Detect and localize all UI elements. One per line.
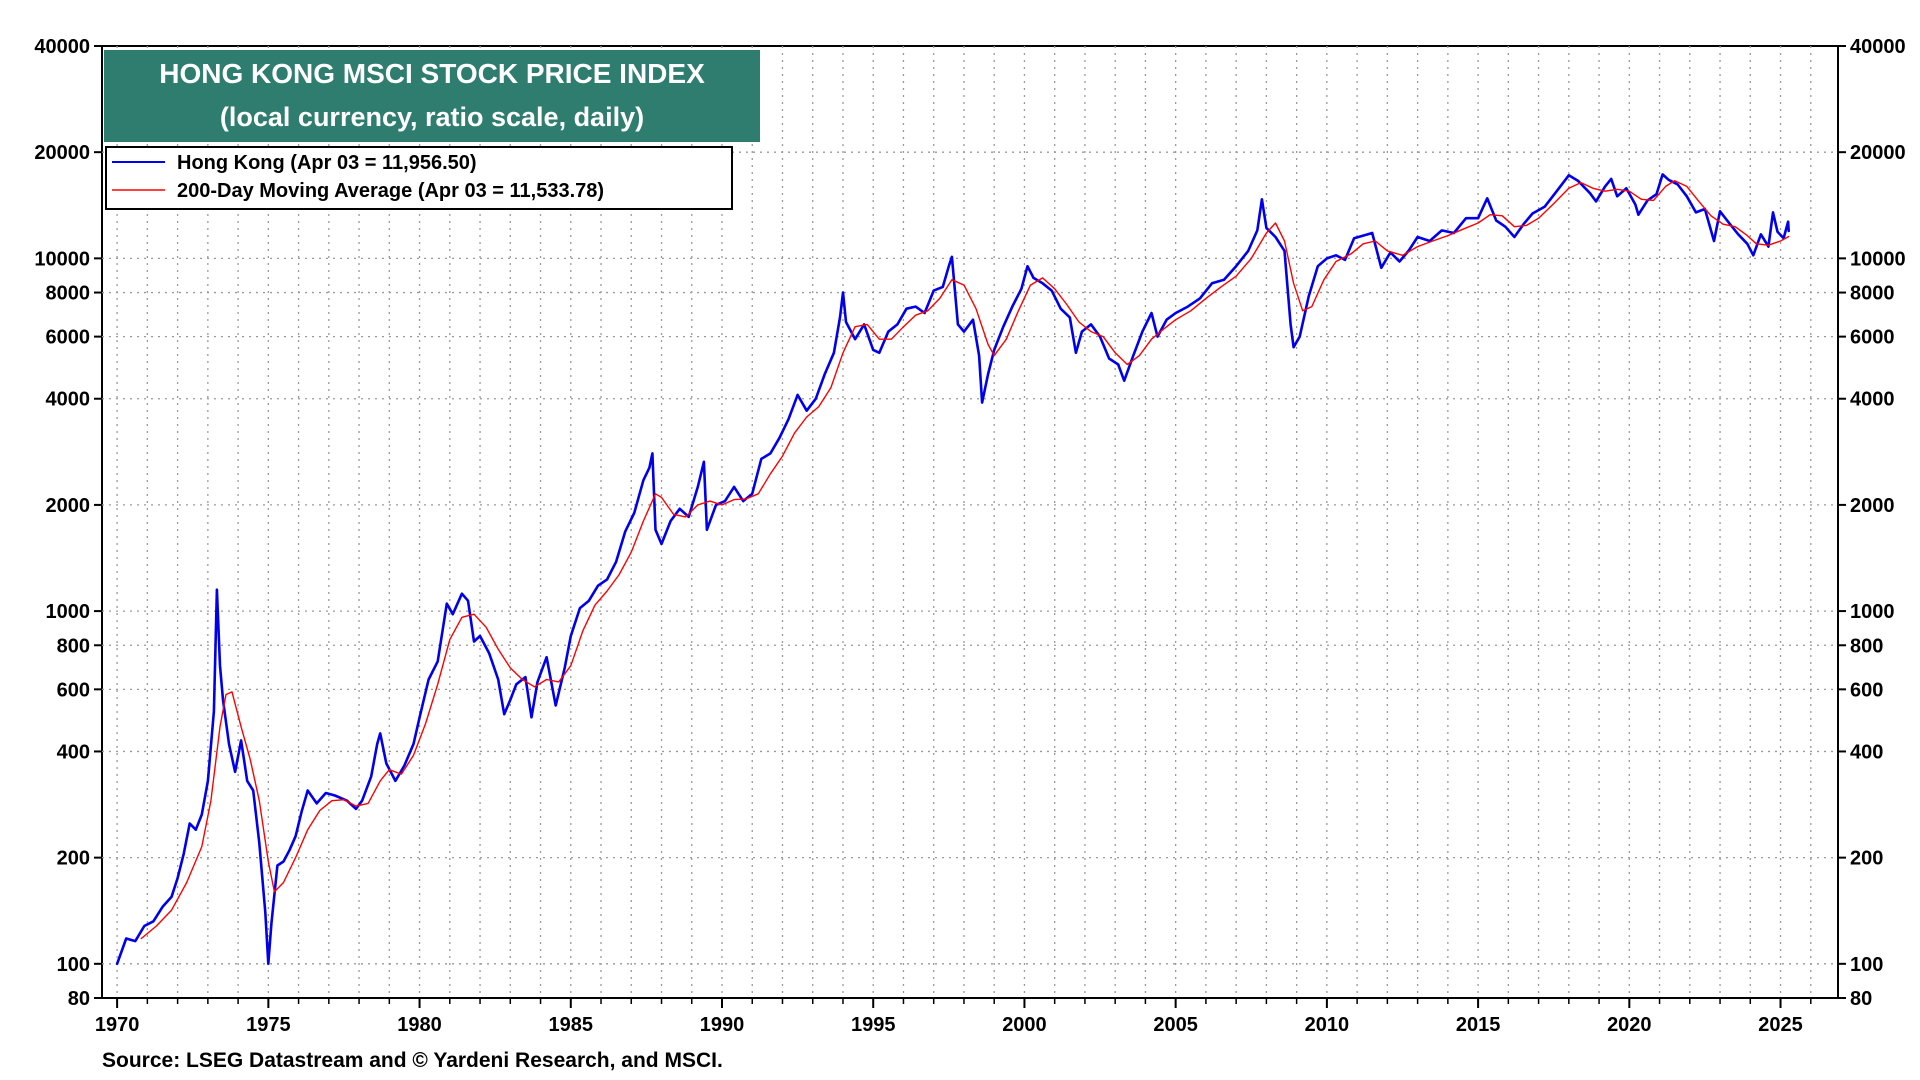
x-tick-label: 2015 <box>1456 1014 1501 1036</box>
x-tick-label: 2005 <box>1153 1014 1198 1036</box>
y-tick-label: 40000 <box>1850 36 1906 58</box>
y-tick-label: 100 <box>57 954 90 976</box>
y-tick-label: 2000 <box>1850 495 1895 517</box>
y-tick-label: 600 <box>1850 679 1883 701</box>
legend: Hong Kong (Apr 03 = 11,956.50) 200-Day M… <box>105 146 733 210</box>
x-tick-label: 1990 <box>700 1014 745 1036</box>
y-tick-label: 1000 <box>1850 601 1895 623</box>
y-tick-label: 800 <box>57 635 90 657</box>
y-tick-label: 600 <box>57 679 90 701</box>
y-tick-label: 200 <box>57 848 90 870</box>
legend-label-hong-kong: Hong Kong (Apr 03 = 11,956.50) <box>177 152 477 174</box>
x-tick-label: 1985 <box>549 1014 594 1036</box>
y-tick-label: 400 <box>57 741 90 763</box>
x-tick-label: 1980 <box>397 1014 442 1036</box>
y-tick-label: 2000 <box>46 495 91 517</box>
x-tick-label: 2020 <box>1607 1014 1652 1036</box>
series-line-hong-kong <box>115 173 1790 966</box>
x-tick-label: 1975 <box>246 1014 291 1036</box>
title-background <box>104 50 760 142</box>
x-tick-label: 2025 <box>1758 1014 1803 1036</box>
y-tick-label: 4000 <box>1850 389 1895 411</box>
x-tick-label: 2010 <box>1305 1014 1350 1036</box>
y-tick-label: 6000 <box>1850 327 1895 349</box>
chart-title: HONG KONG MSCI STOCK PRICE INDEX <box>159 58 705 89</box>
y-tick-label: 80 <box>1850 988 1872 1010</box>
y-tick-label: 4000 <box>46 389 91 411</box>
chart-subtitle: (local currency, ratio scale, daily) <box>220 102 644 132</box>
y-tick-label: 10000 <box>34 248 90 270</box>
x-axis: 1970 1975 1980 1985 1990 1995 2000 2005 2010 2015… <box>95 998 1812 1036</box>
y-tick-label: 8000 <box>46 283 91 305</box>
source-note: Source: LSEG Datastream and © Yardeni Re… <box>102 1049 723 1072</box>
legend-box <box>105 146 733 210</box>
y-tick-label: 1000 <box>46 601 91 623</box>
y-tick-label: 20000 <box>34 142 90 164</box>
title-box: HONG KONG MSCI STOCK PRICE INDEX (local … <box>104 50 760 142</box>
y-tick-label: 100 <box>1850 954 1883 976</box>
x-tick-label: 1995 <box>851 1014 896 1036</box>
y-tick-label: 20000 <box>1850 142 1906 164</box>
series-group <box>115 173 1790 966</box>
y-tick-label: 10000 <box>1850 248 1906 270</box>
y-tick-label: 6000 <box>46 327 91 349</box>
y-axis-right: 40000 20000 10000 8000 6000 4000 2000 1000 800 60… <box>1838 36 1906 1010</box>
x-tick-label: 2000 <box>1002 1014 1047 1036</box>
x-tick-label: 1970 <box>95 1014 140 1036</box>
y-tick-label: 400 <box>1850 741 1883 763</box>
y-tick-label: 200 <box>1850 848 1883 870</box>
series-line-200-day-moving-average <box>140 180 1790 940</box>
grid <box>102 46 1838 998</box>
y-tick-label: 800 <box>1850 635 1883 657</box>
y-tick-label: 80 <box>68 988 90 1010</box>
y-tick-label: 40000 <box>34 36 90 58</box>
legend-label-moving-average: 200-Day Moving Average (Apr 03 = 11,533.… <box>177 180 604 202</box>
y-tick-label: 8000 <box>1850 283 1895 305</box>
y-axis-left: 40000 20000 10000 8000 6000 4000 2000 1000 800 60… <box>34 36 102 1010</box>
